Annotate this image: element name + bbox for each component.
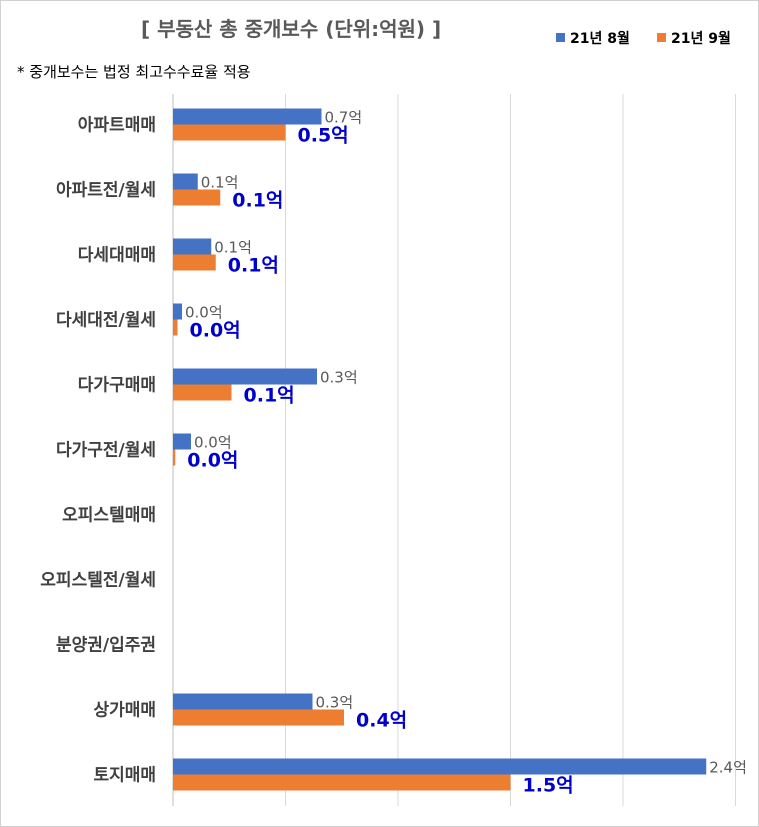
data-label-aug: 0.7억	[325, 109, 363, 127]
bar-aug	[173, 303, 182, 320]
data-label-aug: 0.0억	[194, 434, 232, 452]
category-label: 상가매매	[93, 701, 156, 721]
bar-sep	[173, 774, 511, 791]
legend-label-aug: 21년 8월	[570, 31, 630, 47]
bar-aug	[173, 758, 707, 775]
data-label-sep: 0.1억	[228, 255, 279, 277]
footnote: * 중개보수는 법정 최고수수료율 적용	[17, 63, 251, 81]
bar-aug	[173, 108, 322, 125]
bar-aug	[173, 368, 317, 385]
category-label: 아파트전/월세	[56, 181, 156, 201]
category-label: 다세대전/월세	[56, 311, 156, 331]
legend-swatch-sep	[657, 33, 666, 42]
category-label: 다가구매매	[78, 376, 156, 396]
data-label-aug: 0.1억	[201, 174, 239, 192]
category-label: 아파트매매	[78, 116, 156, 136]
data-label-aug: 0.1억	[214, 239, 252, 257]
bar-aug	[173, 693, 313, 710]
bar-aug	[173, 433, 191, 450]
legend-swatch-aug	[556, 33, 565, 42]
data-label-sep: 0.5억	[298, 125, 349, 147]
bar-sep	[173, 254, 216, 271]
data-label-aug: 0.3억	[316, 694, 354, 712]
bar-sep	[173, 449, 176, 466]
data-label-sep: 0.0억	[187, 450, 238, 472]
data-label-sep: 0.4억	[356, 710, 407, 732]
data-label-aug: 2.4억	[709, 759, 747, 777]
data-label-aug: 0.3억	[320, 369, 358, 387]
legend-label-sep: 21년 9월	[671, 31, 731, 47]
data-label-sep: 1.5억	[523, 775, 574, 797]
bar-sep	[173, 124, 286, 141]
category-label: 다가구전/월세	[56, 441, 156, 461]
category-label: 오피스텔전/월세	[40, 571, 156, 591]
bar-sep	[173, 384, 232, 401]
category-label: 분양권/입주권	[56, 636, 156, 656]
category-label: 토지매매	[93, 766, 156, 786]
bar-sep	[173, 189, 221, 206]
category-label: 오피스텔매매	[62, 506, 156, 526]
bar-aug	[173, 173, 198, 190]
data-label-sep: 0.0억	[190, 320, 241, 342]
category-label: 다세대매매	[78, 246, 156, 266]
data-label-sep: 0.1억	[232, 190, 283, 212]
data-label-aug: 0.0억	[185, 304, 223, 322]
bar-aug	[173, 238, 212, 255]
data-label-sep: 0.1억	[244, 385, 295, 407]
bar-sep	[173, 319, 178, 336]
chart-title: [ 부동산 총 중개보수 (단위:억원) ]	[141, 17, 442, 41]
bar-sep	[173, 709, 344, 726]
